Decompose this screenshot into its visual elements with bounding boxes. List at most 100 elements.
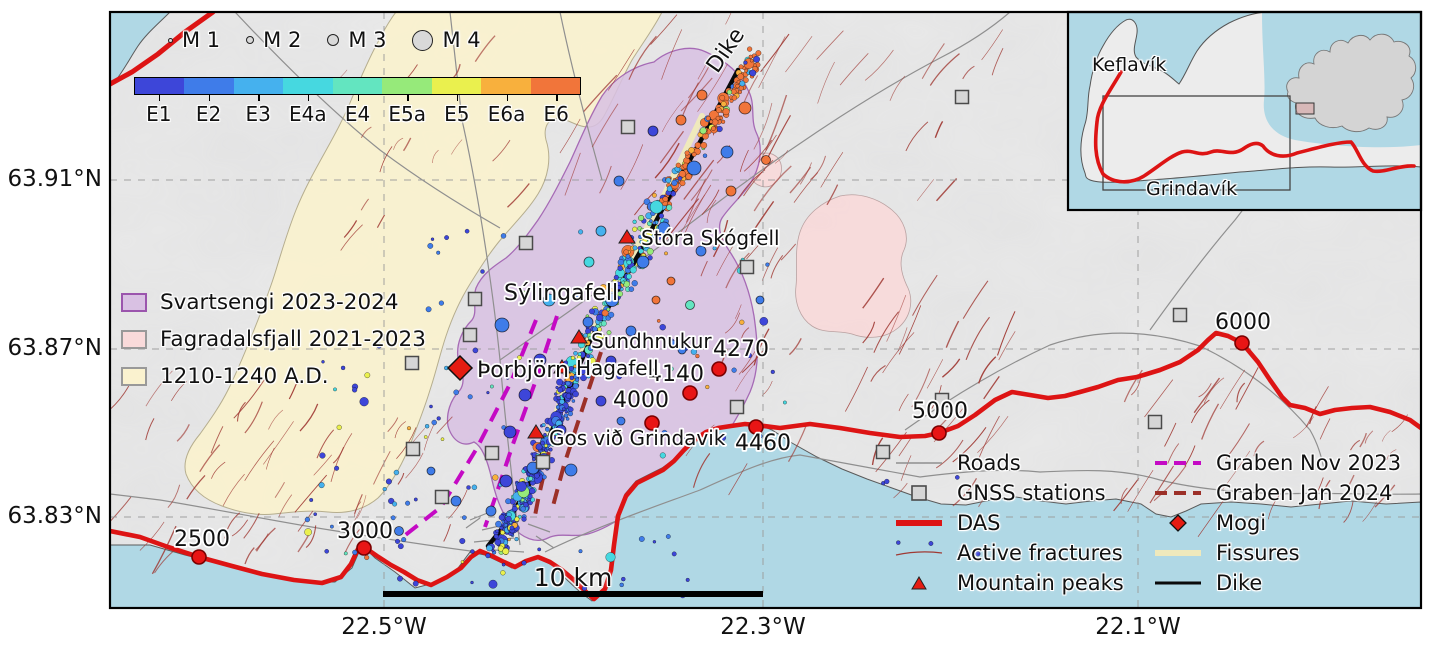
magnitude-circle-icon: [246, 36, 255, 44]
inset-extent-rect: [1102, 95, 1291, 191]
svg-text:Stóra Skógfell: Stóra Skógfell: [641, 226, 780, 250]
road-line-icon: [896, 462, 942, 464]
legend-label: Fagradalsfjall 2021-2023: [160, 327, 426, 352]
legend-label: Mountain peaks: [957, 571, 1124, 595]
fagradalsfjall-swatch-icon: [121, 330, 147, 349]
legend-row: 1210-1240 A.D.: [121, 358, 426, 395]
legend-label: Active fractures: [957, 541, 1123, 565]
colorbar-cells: [134, 77, 581, 95]
roads-layer: [110, 12, 1421, 553]
peak-mogi-markers-layer: [446, 229, 636, 439]
lon-tick-22-1: 22.1°W: [1095, 614, 1181, 640]
svg-text:4000: 4000: [613, 388, 669, 413]
deposit-legend: Svartsengi 2023-2024 Fagradalsfjall 2021…: [121, 284, 426, 395]
legend-row: Fissures: [1152, 538, 1401, 568]
svg-text:5000: 5000: [912, 399, 968, 424]
svg-text:Hagafell: Hagafell: [576, 356, 659, 380]
peak-triangle-icon: [911, 576, 927, 590]
svg-text:Þorbjörn: Þorbjörn: [477, 358, 569, 383]
das-cable-corner: [110, 12, 216, 87]
legend-label: Mogi: [1216, 511, 1267, 535]
legend-row: Active fractures: [893, 538, 1124, 568]
das-cable: [110, 330, 1421, 602]
svg-text:4140: 4140: [648, 362, 704, 387]
magnitude-legend: M 1 M 2 M 3 M 4: [168, 28, 481, 52]
legend-label: GNSS stations: [957, 481, 1106, 505]
active-fractures-layer: [110, 12, 1408, 575]
legend-label: Graben Nov 2023: [1216, 451, 1402, 475]
lon-tick-22-5: 22.5°W: [341, 614, 427, 640]
svartsengi-swatch-icon: [121, 293, 147, 312]
graben-jan-dash-icon: [1155, 491, 1201, 495]
magnitude-item: M 4: [412, 28, 481, 52]
magnitude-item: M 1: [168, 28, 220, 52]
dike-line-icon: [1155, 581, 1201, 585]
magnitude-circle-icon: [412, 29, 434, 51]
legend-row: DAS: [893, 508, 1124, 538]
legend-label: Svartsengi 2023-2024: [160, 290, 399, 315]
svg-text:3000: 3000: [337, 519, 393, 544]
symbol-legend-col1: Roads GNSS stations DAS Active fractures…: [893, 448, 1124, 598]
magnitude-circle-icon: [168, 37, 173, 43]
inset-iceland-mini: [1286, 33, 1417, 133]
magnitude-item: M 3: [327, 28, 386, 52]
legend-row: Dike: [1152, 568, 1401, 598]
legend-row: Svartsengi 2023-2024: [121, 284, 426, 321]
inset-location-box: [1295, 102, 1315, 115]
svg-text:4460: 4460: [735, 431, 791, 456]
gnss-square-icon: [911, 485, 927, 501]
svg-text:Sundhnukur: Sundhnukur: [591, 329, 712, 353]
magnitude-label: M 4: [442, 28, 481, 52]
mogi-diamond-icon: [1169, 514, 1187, 532]
lat-tick-63-83: 63.83°N: [7, 503, 102, 529]
earthquakes-layer: [304, 46, 981, 599]
lon-tick-22-3: 22.3°W: [720, 614, 806, 640]
legend-label: DAS: [957, 511, 1001, 535]
lat-tick-63-91: 63.91°N: [7, 166, 102, 192]
inset-grindavik-label: Grindavík: [1146, 178, 1238, 200]
historic-lava-swatch-icon: [121, 367, 147, 386]
legend-label: 1210-1240 A.D.: [160, 364, 329, 389]
svg-text:Gos við Grindavik: Gos við Grindavik: [549, 426, 726, 450]
symbol-legend-col2: Graben Nov 2023 Graben Jan 2024 Mogi Fis…: [1152, 448, 1401, 598]
legend-row: GNSS stations: [893, 478, 1124, 508]
legend-row: Roads: [893, 448, 1124, 478]
colorbar-labels: E1 E2 E3 E4a E4 E5a E5 E6a E6: [134, 95, 581, 126]
lava-fagradalsfjall: [795, 194, 912, 338]
magnitude-label: M 2: [263, 28, 302, 52]
legend-label: Fissures: [1216, 541, 1300, 565]
legend-label: Graben Jan 2024: [1216, 481, 1393, 505]
legend-label: Dike: [1216, 571, 1263, 595]
legend-label: Roads: [957, 451, 1021, 475]
svg-text:6000: 6000: [1215, 310, 1271, 335]
svg-text:4270: 4270: [713, 337, 769, 362]
lat-tick-63-87: 63.87°N: [7, 335, 102, 361]
map-frame: [108, 10, 1423, 610]
graben-jan-2024-lines: [532, 337, 603, 522]
legend-row: Mogi: [1152, 508, 1401, 538]
svg-text:Sýlingafell: Sýlingafell: [504, 281, 618, 306]
graben-nov-dash-icon: [1155, 461, 1201, 465]
legend-row: Fagradalsfjall 2021-2023: [121, 321, 426, 358]
magnitude-label: M 1: [182, 28, 221, 52]
magnitude-item: M 2: [246, 28, 301, 52]
fissure-line-icon: [1155, 550, 1201, 556]
svg-text:2500: 2500: [174, 527, 230, 552]
scale-bar: [383, 591, 763, 597]
lava-1210-1240: [184, 12, 663, 515]
inset-das-cable: [1093, 70, 1416, 184]
das-line-icon: [896, 520, 942, 526]
legend-row: Graben Jan 2024: [1152, 478, 1401, 508]
inset-keflavik-label: Keflavík: [1092, 54, 1167, 76]
inset-map: [1066, 10, 1423, 212]
scale-bar-label: 10 km: [533, 563, 613, 592]
event-colorbar: E1 E2 E3 E4a E4 E5a E5 E6a E6: [134, 77, 581, 126]
magnitude-label: M 3: [348, 28, 387, 52]
magnitude-circle-icon: [327, 34, 340, 46]
legend-row: Graben Nov 2023: [1152, 448, 1401, 478]
gnss-stations-layer: [404, 89, 1188, 505]
place-labels-layer: Stóra Skógfell Sýlingafell Sundhnukur Þorbj…: [475, 224, 781, 452]
